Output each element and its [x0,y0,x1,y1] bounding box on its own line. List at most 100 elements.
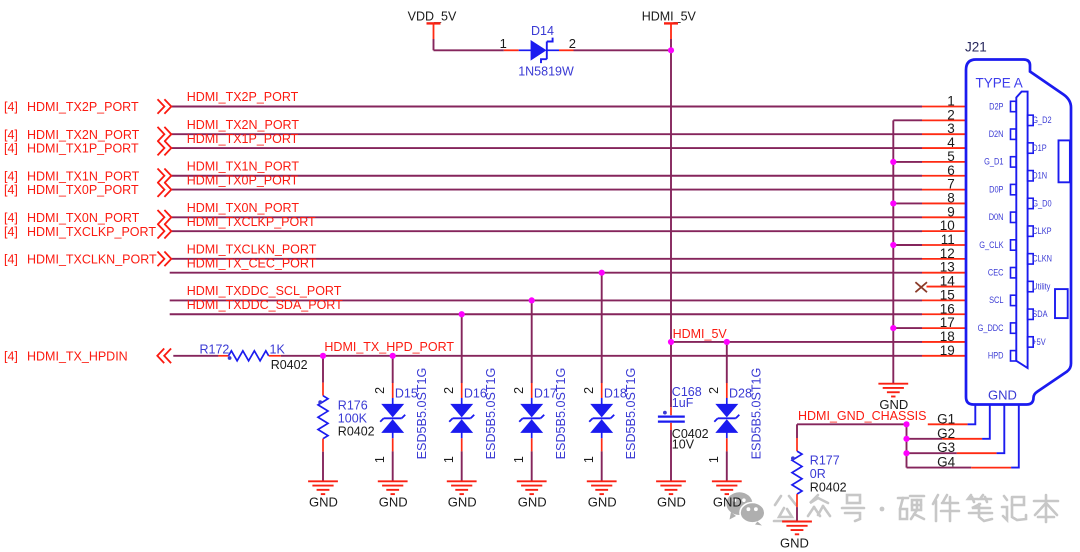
svg-text:[4]: [4] [4,252,18,266]
svg-text:G_DDC: G_DDC [978,322,1004,333]
svg-text:2: 2 [582,387,596,394]
svg-text:GND: GND [988,388,1017,403]
svg-text:[4]: [4] [4,100,18,114]
svg-text:HDMI_5V: HDMI_5V [673,327,728,341]
svg-text:1: 1 [707,456,721,463]
svg-text:HDMI_TXCLKP_PORT: HDMI_TXCLKP_PORT [27,225,156,239]
svg-text:SCL: SCL [989,294,1004,305]
svg-text:D15: D15 [395,387,418,401]
svg-text:8: 8 [947,190,955,205]
svg-text:HDMI_TX2N_PORT: HDMI_TX2N_PORT [187,118,300,132]
svg-text:HDMI_TX2P_PORT: HDMI_TX2P_PORT [187,90,299,104]
svg-text:D1P: D1P [1032,142,1047,153]
svg-text:HPD: HPD [988,350,1004,361]
svg-text:[4]: [4] [4,183,18,197]
svg-text:SDA: SDA [1032,308,1047,319]
svg-text:HDMI_TXCLKP_PORT: HDMI_TXCLKP_PORT [187,215,316,229]
svg-text:HDMI_TX0N_PORT: HDMI_TX0N_PORT [187,201,300,215]
svg-text:19: 19 [940,343,955,358]
svg-text:HDMI_TX1N_PORT: HDMI_TX1N_PORT [27,169,140,183]
svg-text:G_D2: G_D2 [1032,114,1052,125]
svg-text:HDMI_TX_HPDIN: HDMI_TX_HPDIN [27,349,128,363]
svg-text:R176: R176 [338,399,368,413]
svg-text:1: 1 [500,36,507,51]
svg-text:[4]: [4] [4,225,18,239]
svg-text:11: 11 [941,232,955,247]
svg-text:D2P: D2P [989,100,1004,111]
svg-text:C0402: C0402 [672,427,709,441]
svg-text:CLKP: CLKP [1032,225,1052,236]
svg-text:R0402: R0402 [338,425,375,439]
svg-text:ESD5B5.0ST1G: ESD5B5.0ST1G [749,368,763,460]
svg-text:J21: J21 [965,40,987,55]
svg-text:2: 2 [442,387,456,394]
svg-text:17: 17 [940,315,955,330]
svg-text:HDMI_TXCLKN_PORT: HDMI_TXCLKN_PORT [187,243,317,257]
svg-text:HDMI_TX0N_PORT: HDMI_TX0N_PORT [27,211,140,225]
svg-text:10V: 10V [672,438,695,452]
svg-text:HDMI_TX_HPD_PORT: HDMI_TX_HPD_PORT [324,340,454,354]
svg-text:2: 2 [373,387,387,394]
svg-text:CEC: CEC [988,267,1004,278]
svg-text:D17: D17 [534,387,557,401]
svg-text:D18: D18 [604,387,627,401]
svg-text:R0402: R0402 [810,480,847,494]
svg-text:HDMI_TXDDC_SCL_PORT: HDMI_TXDDC_SCL_PORT [187,284,342,298]
svg-text:HDMI_TX1P_PORT: HDMI_TX1P_PORT [27,142,139,156]
svg-text:HDMI_TX1P_PORT: HDMI_TX1P_PORT [187,132,299,146]
svg-text:GND: GND [518,495,547,510]
svg-text:D16: D16 [464,387,487,401]
svg-text:9: 9 [947,204,955,219]
svg-text:100K: 100K [338,412,368,426]
svg-text:[4]: [4] [4,128,18,142]
svg-text:1: 1 [373,456,387,463]
svg-text:HDMI_TXDDC_SDA_PORT: HDMI_TXDDC_SDA_PORT [187,298,343,312]
svg-text:GND: GND [780,535,809,550]
svg-text:3: 3 [947,121,955,136]
svg-text:HDMI_5V: HDMI_5V [642,10,697,24]
svg-text:1uF: 1uF [672,396,694,410]
svg-text:HDMI_TX2N_PORT: HDMI_TX2N_PORT [27,128,140,142]
svg-text:R172: R172 [200,342,230,356]
svg-text:18: 18 [940,329,955,344]
svg-text:GND: GND [379,495,408,510]
svg-text:D28: D28 [729,387,752,401]
svg-text:2: 2 [512,387,526,394]
svg-text:[4]: [4] [4,169,18,183]
svg-text:1: 1 [582,456,596,463]
svg-text:G3: G3 [937,440,955,455]
svg-text:D2N: D2N [989,128,1004,139]
svg-text:4: 4 [947,135,955,150]
svg-text:HDMI_GND_CHASSIS: HDMI_GND_CHASSIS [798,409,927,423]
svg-text:16: 16 [940,301,955,316]
svg-text:HDMI_TX1N_PORT: HDMI_TX1N_PORT [187,159,300,173]
svg-text:[4]: [4] [4,349,18,363]
svg-text:HDMI_TXCLKN_PORT: HDMI_TXCLKN_PORT [27,252,157,266]
svg-text:2: 2 [947,107,955,122]
svg-text:D0P: D0P [989,183,1004,194]
svg-text:VDD_5V: VDD_5V [408,10,457,24]
svg-text:GND: GND [657,495,686,510]
svg-text:D14: D14 [531,24,554,38]
svg-text:C168: C168 [672,385,702,399]
svg-text:G4: G4 [937,455,956,470]
svg-text:2: 2 [569,36,576,51]
svg-text:HDMI_TX_CEC_PORT: HDMI_TX_CEC_PORT [187,256,317,270]
svg-text:1K: 1K [270,342,286,356]
svg-text:[4]: [4] [4,142,18,156]
svg-text:GND: GND [448,495,477,510]
svg-text:GND: GND [879,397,908,412]
svg-text:1N5819W: 1N5819W [518,65,574,79]
svg-text:HDMI_TX0P_PORT: HDMI_TX0P_PORT [187,173,299,187]
svg-text:G_CLK: G_CLK [979,239,1004,250]
svg-text:ESD5B5.0ST1G: ESD5B5.0ST1G [554,368,568,460]
svg-text:R177: R177 [810,453,840,467]
svg-text:0R: 0R [810,467,826,481]
svg-text:G2: G2 [937,426,955,441]
svg-text:7: 7 [947,177,955,192]
svg-text:14: 14 [940,274,956,289]
svg-text:HDMI_TX0P_PORT: HDMI_TX0P_PORT [27,183,139,197]
svg-text:CLKN: CLKN [1032,253,1052,264]
svg-text:6: 6 [947,163,955,178]
svg-text:D0N: D0N [989,211,1004,222]
